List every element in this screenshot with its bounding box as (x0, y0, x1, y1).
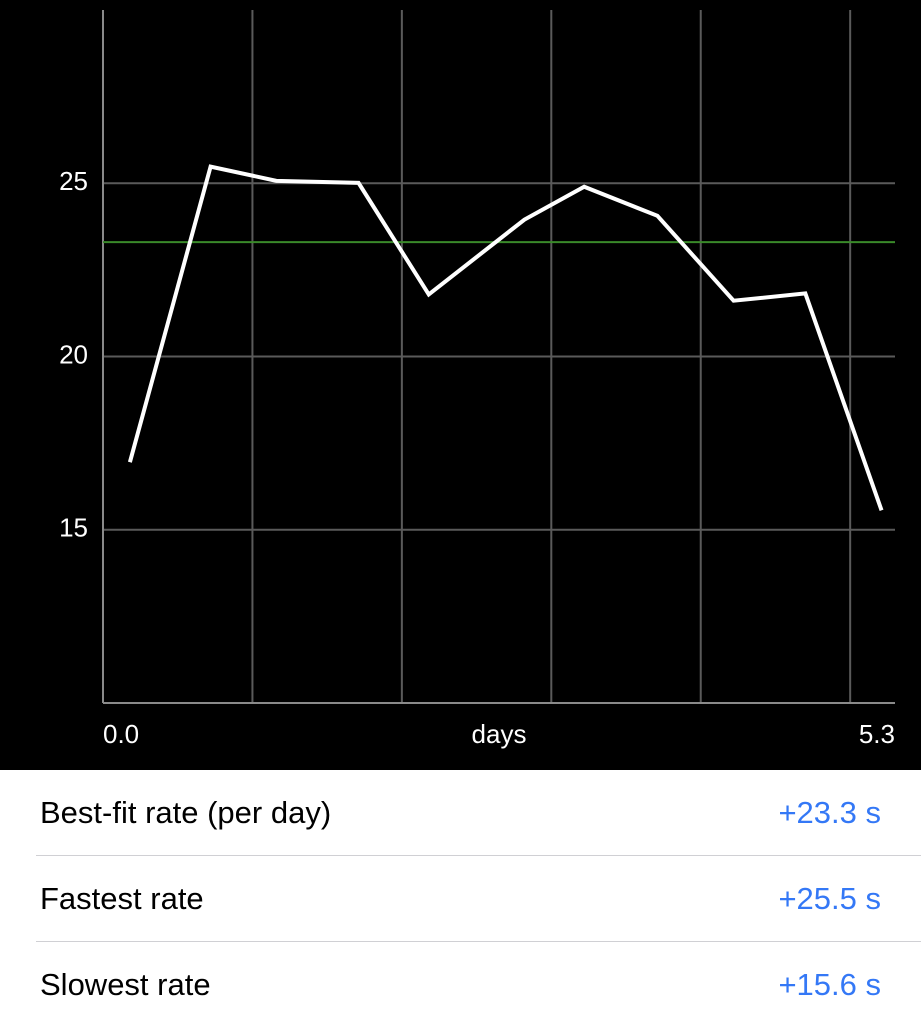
table-row: Best-fit rate (per day) +23.3 s (0, 770, 921, 856)
row-value: +15.6 s (778, 967, 881, 1002)
row-label: Slowest rate (40, 967, 211, 1002)
separator (36, 855, 921, 856)
row-value: +25.5 s (778, 881, 881, 916)
x-tick-label: 5.3 (859, 719, 895, 749)
x-axis-label: days (472, 719, 527, 749)
y-tick-label: 15 (59, 513, 88, 543)
row-label: Fastest rate (40, 881, 204, 916)
data-line (127, 164, 884, 512)
row-label: Best-fit rate (per day) (40, 795, 332, 830)
x-tick-label: 0.0 (103, 719, 139, 749)
y-tick-label: 25 (59, 166, 88, 196)
table-row: Slowest rate +15.6 s (0, 942, 921, 1028)
chart: 15 20 25 0.0 5.3 days (0, 0, 921, 770)
table-row: Fastest rate +25.5 s (0, 856, 921, 942)
separator (36, 941, 921, 942)
row-value: +23.3 s (778, 795, 881, 830)
y-tick-label: 20 (59, 339, 88, 369)
